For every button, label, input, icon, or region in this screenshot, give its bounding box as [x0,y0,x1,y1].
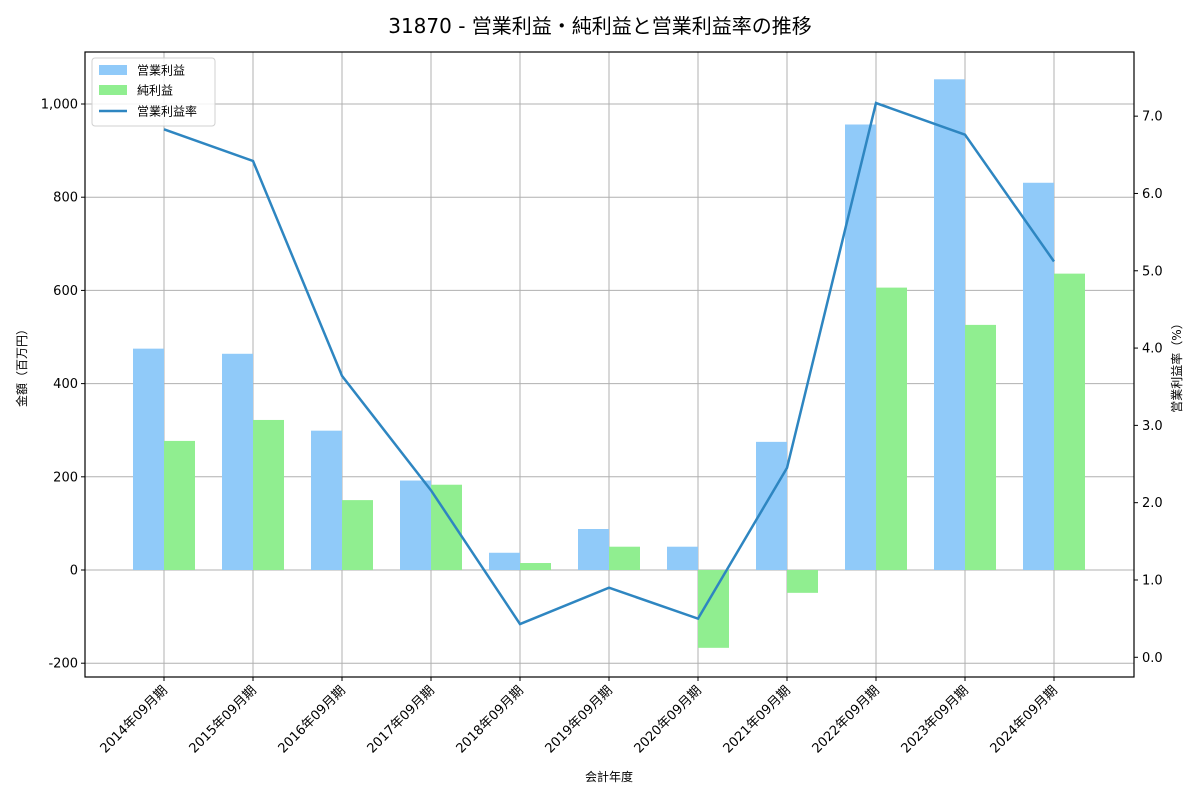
y2-tick-label: 6.0 [1142,187,1163,202]
y2-tick-label: 7.0 [1142,110,1163,125]
y-tick-label: 800 [53,191,78,206]
bar-operating-profit [934,79,965,571]
legend-item-operating-profit: 営業利益 [99,64,185,78]
bar-operating-profit [311,430,342,571]
y2-tick-label: 4.0 [1142,342,1163,357]
y-tick-label: 200 [53,470,78,485]
y2-tick-label: 3.0 [1142,419,1163,434]
y-tick-label: 400 [53,377,78,392]
bar-operating-profit [667,546,698,571]
x-tick-label: 2023年09月期 [899,683,972,756]
right-axis-ticks: 0.0 1.0 2.0 3.0 4.0 5.0 6.0 7.0 [1134,110,1163,666]
bar-operating-profit [400,480,431,571]
bar-net-profit [609,546,640,571]
x-tick-label: 2018年09月期 [454,683,527,756]
x-tick-label: 2021年09月期 [721,683,794,756]
x-tick-label: 2019年09月期 [543,683,616,756]
x-tick-label: 2016年09月期 [276,683,349,756]
left-axis-ticks: -200 0 200 400 600 800 1,000 [41,98,85,672]
x-tick-label: 2014年09月期 [98,683,171,756]
bar-net-profit [1054,273,1085,571]
legend-label: 営業利益率 [137,104,197,119]
bars [133,79,1085,648]
operating-margin-line [163,101,1056,626]
legend-item-net-profit: 純利益 [99,84,173,98]
legend-item-operating-margin: 営業利益率 [99,104,197,119]
line-series [163,101,1056,626]
bar-operating-profit [489,552,520,571]
bar-net-profit [787,570,818,593]
y-axis-label: 金額（百万円） [14,323,29,407]
y-tick-label: 1,000 [41,98,78,113]
x-axis-label: 会計年度 [585,769,633,784]
y-tick-label: 0 [70,564,78,579]
bar-operating-profit [845,124,876,571]
legend-swatch [99,65,127,75]
bar-operating-profit [578,528,609,571]
bar-operating-profit [756,441,787,571]
legend-label: 純利益 [137,84,173,98]
y2-tick-label: 0.0 [1142,651,1163,666]
bar-net-profit [253,419,284,571]
bar-net-profit [342,500,373,571]
y-tick-label: -200 [48,657,78,672]
x-tick-label: 2020年09月期 [632,683,705,756]
y2-tick-label: 1.0 [1142,573,1163,588]
x-tick-label: 2022年09月期 [810,683,883,756]
bar-net-profit [520,563,551,571]
legend-swatch [99,85,127,95]
y2-axis-label: 営業利益率（%） [1169,317,1184,412]
chart-title: 31870 - 営業利益・純利益と営業利益率の推移 [388,14,812,38]
bar-net-profit [965,324,996,571]
x-axis-ticks: 2014年09月期 2015年09月期 2016年09月期 2017年09月期 2018… [98,677,1061,757]
x-tick-label: 2024年09月期 [988,683,1061,756]
legend-label: 営業利益 [137,64,185,78]
y2-tick-label: 2.0 [1142,496,1163,511]
bar-operating-profit [133,348,164,571]
bar-net-profit [164,440,195,571]
x-tick-label: 2017年09月期 [365,683,438,756]
y2-tick-label: 5.0 [1142,264,1163,279]
x-tick-label: 2015年09月期 [187,683,260,756]
bar-operating-profit [222,353,253,571]
bar-net-profit [876,287,907,571]
bar-operating-profit [1023,182,1054,571]
y-tick-label: 600 [53,284,78,299]
